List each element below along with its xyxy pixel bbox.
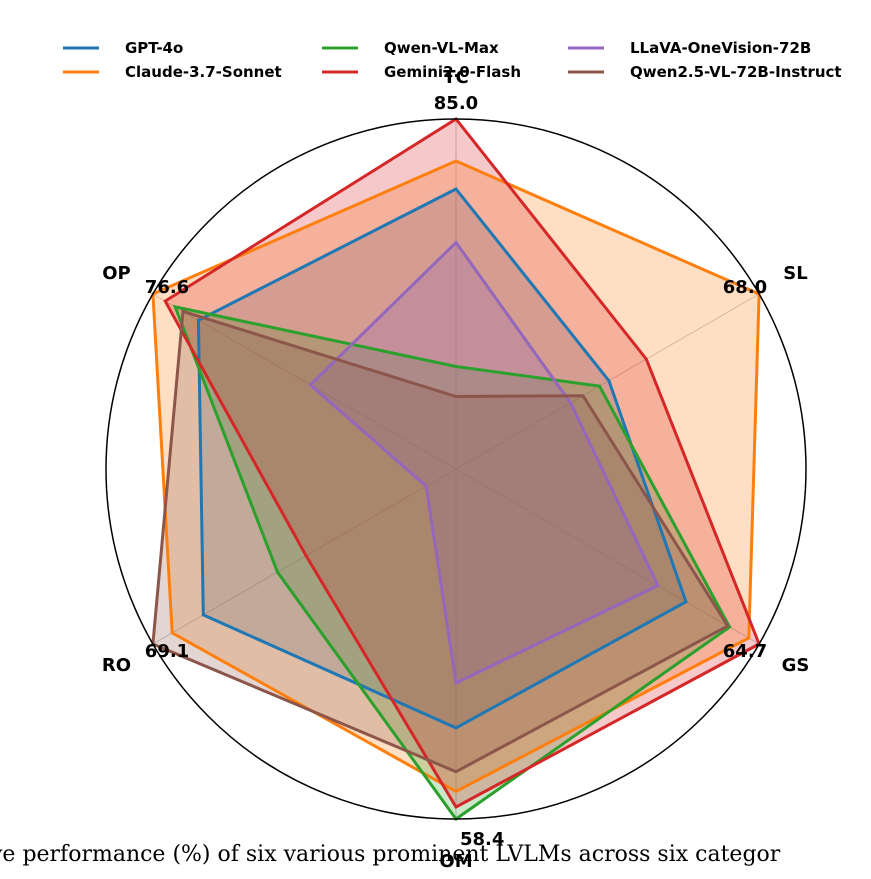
series-fill-gpt-4o: [198, 189, 686, 728]
spoke-sl: [455, 293, 760, 470]
legend-label: LLaVA-OneVision-72B: [630, 39, 811, 57]
legend-label: Gemini2.0-Flash: [384, 63, 521, 81]
outer-ring: [105, 118, 807, 820]
legend-item-gemini2-0-flash: Gemini2.0-Flash: [322, 63, 521, 81]
axis-label-ro: RO: [102, 655, 131, 676]
axis-labels: TC SL GS OM RO OP: [102, 67, 809, 872]
axis-label-op: OP: [102, 263, 131, 284]
axis-max-label-gs: 64.7: [723, 641, 767, 662]
series-line-qwen2-5-vl-72b-instruct: [151, 309, 730, 774]
legend-item-qwen-vl-max: Qwen-VL-Max: [322, 39, 499, 57]
axis-label-gs: GS: [782, 655, 810, 676]
spoke-op: [152, 293, 457, 470]
axis-max-label-tc: 85.0: [434, 93, 478, 114]
axis-max-label-op: 76.6: [145, 277, 189, 298]
legend-label: Claude-3.7-Sonnet: [125, 63, 282, 81]
series-line-llava-onevision-72b: [308, 240, 660, 686]
series-fill-gemini2-0-flash: [165, 119, 760, 807]
axis-label-tc: TC: [443, 67, 469, 88]
axis-max-label-om: 58.4: [460, 829, 504, 850]
axis-label-sl: SL: [783, 263, 807, 284]
legend-item-claude-3-7-sonnet: Claude-3.7-Sonnet: [63, 63, 282, 81]
series-fills: [152, 119, 760, 819]
legend-label: Qwen2.5-VL-72B-Instruct: [630, 63, 842, 81]
legend-item-gpt-4o: GPT-4o: [63, 39, 183, 57]
axis-max-label-sl: 68.0: [723, 277, 767, 298]
legend-item-llava-onevision-72b: LLaVA-OneVision-72B: [568, 39, 811, 57]
spoke-gs: [455, 468, 760, 645]
axis-label-om: OM: [439, 851, 472, 872]
series-line-gpt-4o: [196, 187, 688, 730]
legend-label: GPT-4o: [125, 39, 183, 57]
legend-label: Qwen-VL-Max: [384, 39, 499, 57]
axis-max-label-ro: 69.1: [145, 641, 189, 662]
legend: GPT-4o Claude-3.7-Sonnet Qwen-VL-Max Gemini…: [63, 39, 842, 81]
figure-caption: ve performance (%) of six various promin…: [0, 842, 781, 867]
series-fill-claude-3-7-sonnet: [152, 161, 760, 792]
series-fill-qwen-vl-max: [175, 306, 730, 819]
series-line-gemini2-0-flash: [163, 117, 761, 810]
radar-grid: [152, 119, 760, 819]
legend-item-qwen2-5-vl-72b-instruct: Qwen2.5-VL-72B-Instruct: [568, 63, 842, 81]
axis-max-labels: 85.0 68.0 64.7 58.4 69.1 76.6: [145, 93, 767, 850]
